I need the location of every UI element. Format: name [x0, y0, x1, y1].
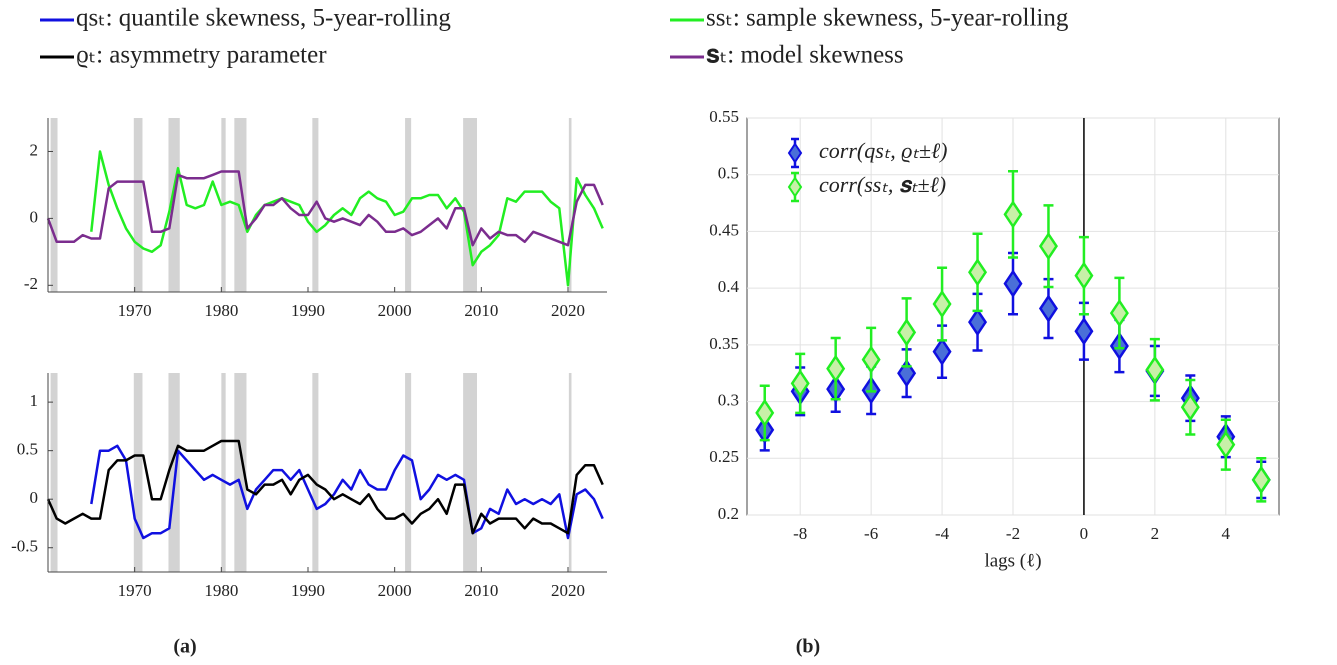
axes-background: [48, 118, 607, 292]
x-tick-label: 0: [1080, 524, 1089, 543]
shaded-span: [50, 118, 58, 292]
y-tick-label: 0.45: [709, 220, 739, 239]
legend-label: corr(qsₜ, ϱₜ±ℓ): [819, 138, 947, 163]
x-tick-label: 2000: [378, 581, 412, 600]
y-tick-label: 0.35: [709, 334, 739, 353]
shaded-span: [312, 373, 319, 572]
shaded-span: [168, 373, 180, 572]
shaded-span: [234, 373, 247, 572]
y-tick-label: 0.55: [709, 107, 739, 126]
legend-label: ϱₜ: asymmetry parameter: [76, 42, 327, 69]
x-tick-label: 1970: [118, 581, 152, 600]
shaded-span: [568, 118, 572, 292]
shaded-span: [463, 373, 477, 572]
shaded-span: [221, 373, 226, 572]
marker: [1074, 316, 1094, 346]
x-tick-label: 4: [1222, 524, 1231, 543]
caption: (a): [173, 636, 196, 658]
shaded-span: [50, 373, 58, 572]
y-tick-label: 0: [30, 488, 39, 507]
shaded-span: [234, 118, 247, 292]
y-tick-label: 0.3: [718, 390, 739, 409]
legend-label: 𝐬ₜ: model skewness: [706, 42, 904, 69]
series-line: [90, 444, 604, 540]
y-tick-label: 2: [30, 140, 39, 159]
marker: [897, 318, 917, 347]
marker: [1038, 294, 1058, 323]
x-tick-label: -2: [1006, 524, 1020, 543]
x-tick-label: 2020: [551, 581, 585, 600]
shaded-span: [405, 373, 412, 572]
x-tick-label: 1990: [291, 581, 325, 600]
axes-background: [48, 373, 607, 572]
marker: [755, 398, 775, 428]
marker: [897, 358, 917, 388]
x-tick-label: 2020: [551, 301, 585, 320]
x-tick-label: -4: [935, 524, 950, 543]
marker: [1074, 261, 1094, 290]
x-tick-label: 2010: [464, 301, 498, 320]
marker: [968, 307, 988, 337]
marker: [1109, 298, 1129, 328]
y-tick-label: 0.25: [709, 447, 739, 466]
legend-label: corr(ssₜ, 𝐬ₜ±ℓ): [819, 172, 946, 197]
x-tick-label: 2: [1151, 524, 1160, 543]
marker: [861, 345, 881, 374]
marker: [932, 289, 952, 319]
y-tick-label: -0.5: [11, 537, 38, 556]
x-tick-label: 1980: [204, 301, 238, 320]
marker: [1145, 355, 1165, 385]
shaded-span: [133, 118, 143, 292]
legend-marker: [787, 176, 803, 198]
x-tick-label: -8: [793, 524, 807, 543]
legend-marker: [787, 142, 803, 164]
x-tick-label: -6: [864, 524, 878, 543]
marker: [1180, 392, 1200, 422]
marker: [1003, 269, 1023, 298]
marker: [1216, 430, 1236, 459]
legend-label: qsₜ: quantile skewness, 5-year-rolling: [76, 5, 451, 32]
y-tick-label: 0.2: [718, 504, 739, 523]
x-axis-label: lags (ℓ): [984, 550, 1041, 571]
x-tick-label: 1970: [118, 301, 152, 320]
series-line: [46, 439, 604, 535]
marker: [790, 369, 810, 398]
x-tick-label: 2010: [464, 581, 498, 600]
shaded-span: [133, 373, 143, 572]
marker: [932, 337, 952, 366]
series-line: [46, 170, 604, 247]
marker: [826, 354, 846, 383]
y-tick-label: 0.4: [718, 277, 740, 296]
x-tick-label: 2000: [378, 301, 412, 320]
y-tick-label: 0.5: [17, 440, 38, 459]
x-tick-label: 1980: [204, 581, 238, 600]
marker: [1251, 465, 1271, 495]
y-tick-label: 0: [30, 207, 39, 226]
shaded-span: [568, 373, 572, 572]
marker: [1003, 200, 1023, 229]
y-tick-label: 0.5: [718, 164, 739, 183]
y-tick-label: 1: [30, 391, 39, 410]
shaded-span: [463, 118, 477, 292]
caption: (b): [796, 636, 820, 658]
y-tick-label: -2: [24, 274, 38, 293]
series-line: [90, 150, 604, 287]
x-tick-label: 1990: [291, 301, 325, 320]
marker: [1038, 231, 1058, 261]
marker: [968, 258, 988, 287]
legend-label: ssₜ: sample skewness, 5-year-rolling: [706, 5, 1069, 32]
